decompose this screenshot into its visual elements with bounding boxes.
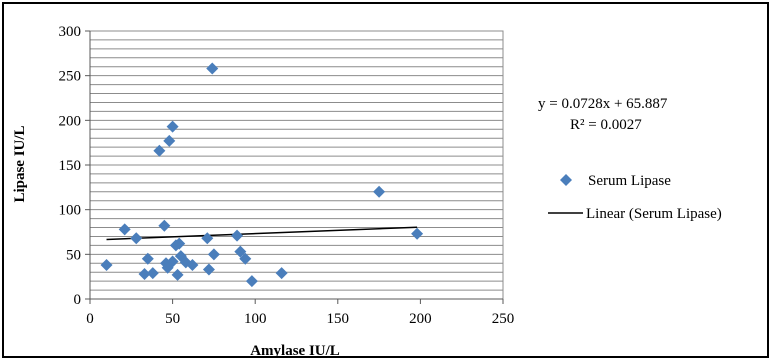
y-tick-label: 300	[59, 24, 82, 40]
data-point	[411, 227, 424, 240]
data-point	[118, 223, 131, 236]
gridlines	[90, 30, 503, 291]
legend-trendline-label: Linear (Serum Lipase)	[586, 206, 722, 222]
data-point	[245, 275, 258, 288]
data-point	[239, 252, 252, 265]
y-axis-title: Lipase IU/L	[12, 125, 28, 202]
data-point	[141, 252, 154, 265]
data-point	[231, 229, 244, 242]
x-axis-title: Amylase IU/L	[250, 343, 340, 359]
data-point	[146, 267, 159, 280]
data-point	[202, 263, 215, 276]
data-point	[100, 259, 113, 272]
data-point	[130, 232, 143, 245]
data-point	[206, 62, 219, 75]
x-tick-label: 250	[492, 311, 515, 327]
y-tick-label: 150	[59, 158, 82, 174]
data-point	[275, 267, 288, 280]
data-point	[166, 255, 179, 268]
y-tick-label: 50	[66, 247, 81, 263]
data-point	[173, 237, 186, 250]
data-point	[201, 232, 214, 245]
x-tick-label: 50	[165, 311, 180, 327]
data-point	[153, 144, 166, 157]
legend-diamond-marker	[560, 174, 572, 186]
y-tick-label: 0	[74, 292, 82, 308]
trendline-layer	[106, 226, 418, 241]
legend-series-label: Serum Lipase	[588, 173, 671, 189]
data-point	[186, 259, 199, 272]
y-tick-label: 100	[59, 203, 82, 219]
x-tick-label: 200	[409, 311, 432, 327]
y-tick-label: 250	[59, 69, 82, 85]
data-point	[207, 248, 220, 261]
data-point	[163, 134, 176, 147]
data-points	[100, 62, 424, 288]
legend: Serum Lipase Linear (Serum Lipase)	[548, 173, 722, 222]
data-point	[234, 245, 247, 258]
trendline	[106, 226, 418, 241]
x-axis-ticks: 0 50 100 150 200 250	[86, 299, 514, 327]
data-point	[373, 185, 386, 198]
x-tick-label: 0	[86, 311, 94, 327]
x-tick-label: 150	[327, 311, 350, 327]
y-tick-label: 200	[59, 113, 82, 129]
y-axis-ticks: 0 50 100 150 200 250 300	[59, 24, 90, 308]
r-squared-label: R² = 0.0027	[570, 117, 642, 133]
data-point	[171, 268, 184, 281]
data-point	[166, 120, 179, 133]
data-point	[138, 267, 151, 280]
data-point	[158, 219, 171, 232]
trendline-equation: y = 0.0728x + 65.887	[538, 96, 668, 112]
x-tick-label: 100	[244, 311, 267, 327]
